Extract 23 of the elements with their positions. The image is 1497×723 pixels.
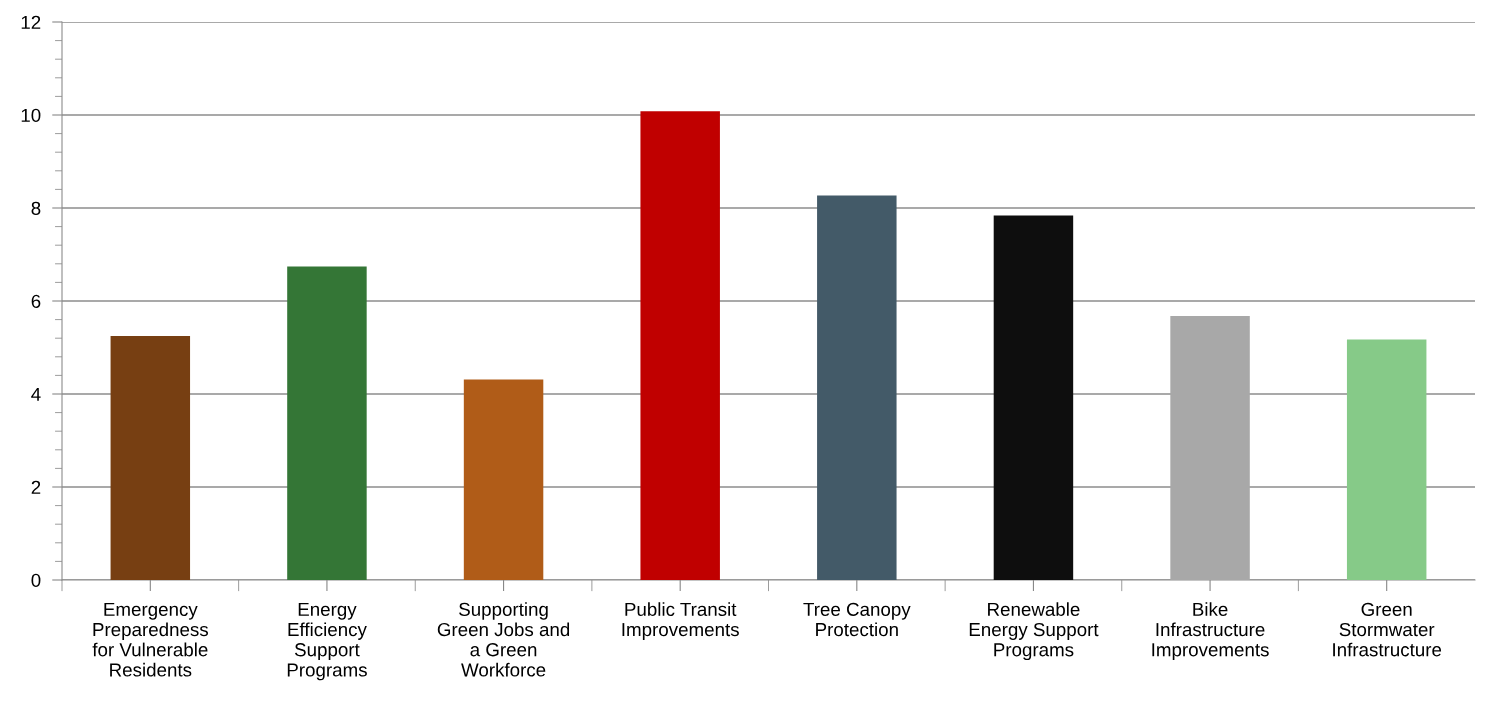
bar bbox=[640, 111, 720, 580]
bar bbox=[1170, 315, 1250, 580]
x-tick-label: Supporting Green Jobs and a Green Workforce bbox=[437, 602, 570, 677]
x-tick-label: Energy Efficiency Support Programs bbox=[287, 602, 367, 681]
bar bbox=[1346, 339, 1427, 580]
y-tick-label: 10 bbox=[21, 108, 41, 122]
y-tick-label: 12 bbox=[21, 15, 41, 29]
x-tick-label: Green Stormwater Infrastructure bbox=[1333, 602, 1442, 657]
bar bbox=[817, 195, 897, 580]
y-tick-label: 8 bbox=[31, 201, 41, 215]
y-tick-label: 0 bbox=[31, 573, 41, 587]
y-tick-label: 4 bbox=[31, 387, 41, 401]
x-tick-label: Emergency Preparedness for Vulnerable Residents bbox=[92, 602, 209, 677]
x-tick-label: Bike Infrastructure Improvements bbox=[1152, 602, 1269, 661]
x-tick-label: Public Transit Improvements bbox=[622, 602, 739, 640]
bar bbox=[110, 335, 191, 580]
y-tick-label: 2 bbox=[31, 480, 41, 494]
bar bbox=[463, 379, 544, 580]
bar bbox=[287, 266, 367, 580]
bar bbox=[993, 215, 1074, 580]
y-tick-label: 6 bbox=[31, 294, 41, 308]
x-tick-label: Tree Canopy Protection bbox=[803, 602, 911, 637]
x-tick-label: Renewable Energy Support Programs bbox=[969, 602, 1099, 661]
